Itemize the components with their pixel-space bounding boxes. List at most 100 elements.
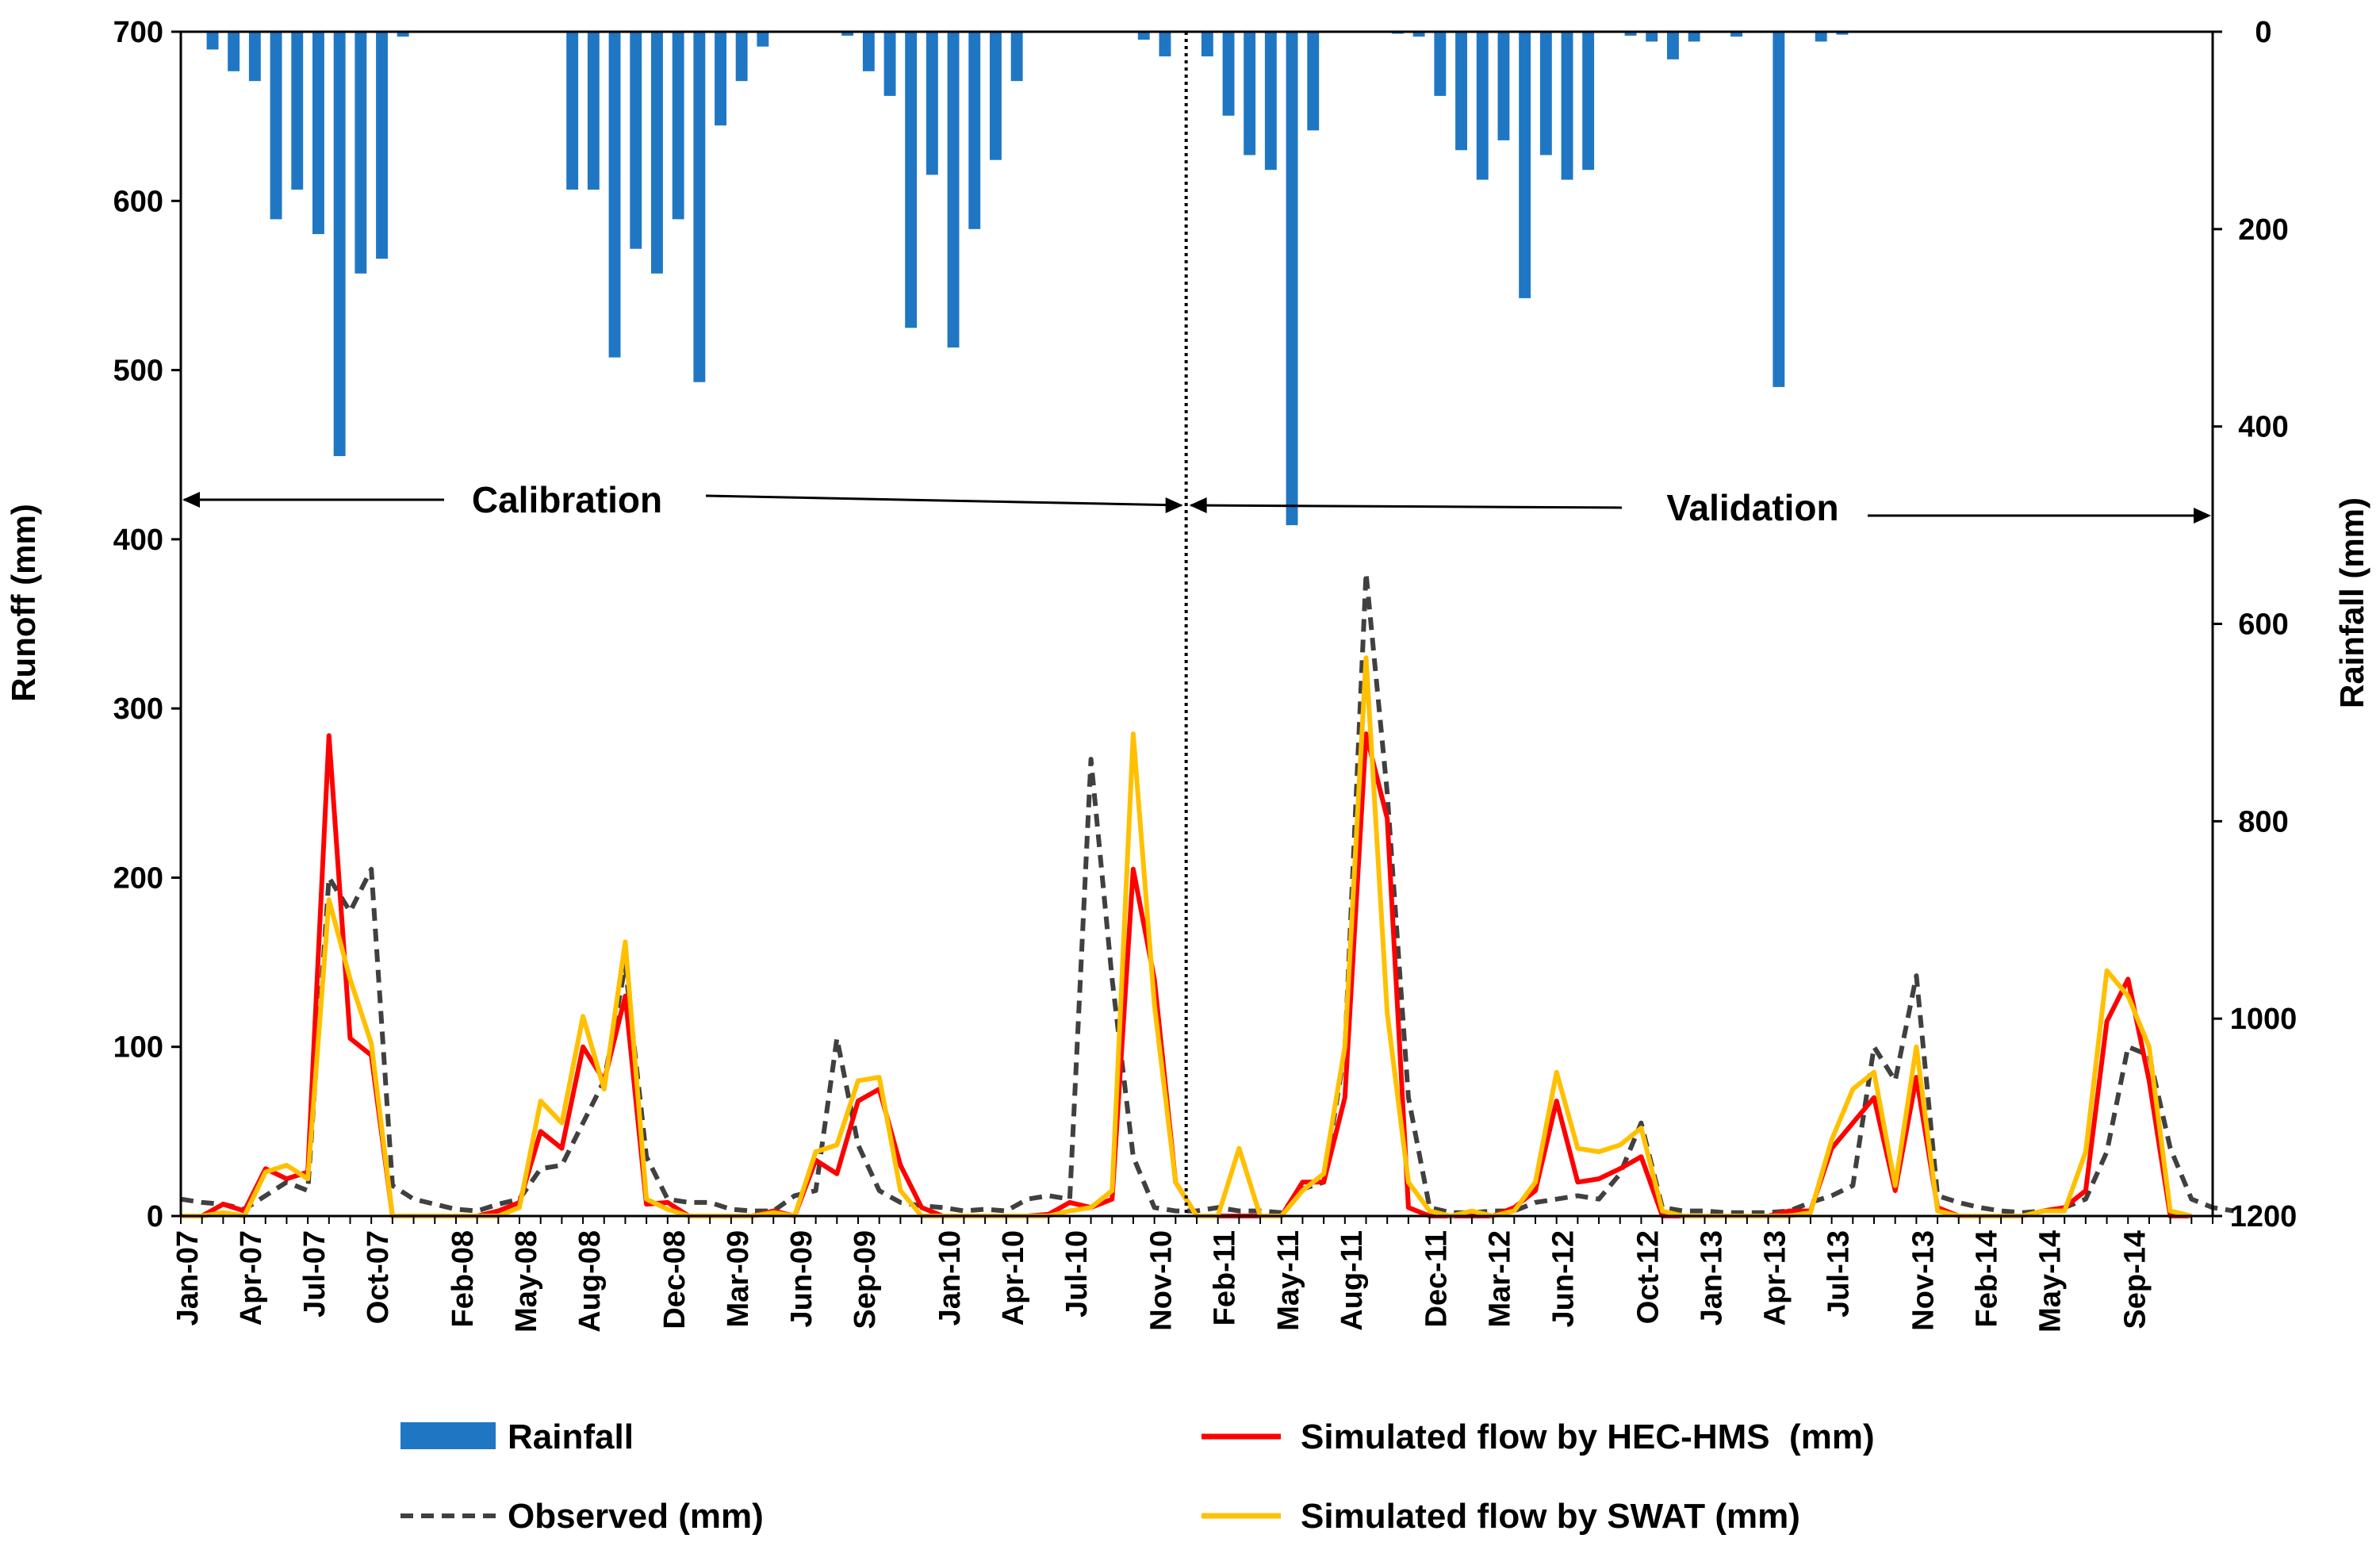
rainfall-bar (1667, 32, 1679, 59)
left-tick-label: 0 (147, 1200, 163, 1233)
rainfall-bar (1137, 32, 1150, 40)
calibration-label: Calibration (472, 479, 662, 520)
calibration-arrowhead-left (182, 492, 200, 508)
x-tick-label: Feb-14 (1970, 1230, 2003, 1327)
swat-line (181, 655, 2192, 1218)
x-tick-label: Jul-10 (1060, 1230, 1094, 1318)
left-tick-label: 100 (113, 1031, 163, 1065)
x-tick-label: Aug-11 (1336, 1230, 1369, 1331)
rainfall-bar (608, 32, 621, 358)
rainfall-bar (693, 32, 706, 382)
axes (171, 30, 2222, 1224)
rainfall-bar (1497, 32, 1510, 140)
left-tick-label: 600 (113, 185, 163, 218)
rainfall-bar (1519, 32, 1531, 298)
x-tick-label: Sep-14 (2118, 1230, 2152, 1329)
axis-labels: 0 100 200 300 400 500 600 700 0 200 400 600 800 1000 1… (113, 16, 2298, 1333)
rainfall-bar (1561, 32, 1573, 180)
right-tick-label: 0 (2255, 16, 2271, 49)
rainfall-bar (735, 32, 748, 82)
rainfall-bar (651, 32, 663, 274)
x-tick-label: Jan-10 (933, 1230, 967, 1325)
legend: Rainfall Simulated flow by HEC-HMS (mm) … (400, 1417, 1875, 1536)
x-tick-label: Dec-08 (658, 1230, 692, 1329)
x-tick-label: Jun-12 (1547, 1230, 1581, 1327)
rainfall-bar (1434, 32, 1447, 96)
rainfall-bar (1244, 32, 1256, 155)
rainfall-bar (312, 32, 324, 235)
x-tick-label: Jul-13 (1822, 1230, 1856, 1318)
legend-observed-label: Observed (mm) (508, 1497, 764, 1536)
rainfall-bar (1582, 32, 1595, 171)
legend-rainfall-label: Rainfall (508, 1417, 634, 1456)
rainfall-bar (1730, 32, 1742, 37)
x-tick-label: May-14 (2034, 1230, 2068, 1333)
rainfall-bar (968, 32, 981, 229)
x-tick-label: Jan-13 (1696, 1230, 1729, 1325)
rainfall-bar (291, 32, 304, 190)
x-tick-label: Aug-08 (573, 1230, 607, 1333)
x-tick-label: Jul-07 (298, 1230, 332, 1318)
rainfall-bar (1307, 32, 1320, 131)
rainfall-bar (1773, 32, 1785, 387)
rainfall-bar (1455, 32, 1467, 151)
x-tick-label: Jun-09 (785, 1230, 818, 1327)
rainfall-bar (862, 32, 875, 71)
right-tick-label: 800 (2238, 805, 2288, 838)
validation-arrowhead-left (1189, 497, 1207, 513)
x-tick-label: Dec-11 (1420, 1230, 1454, 1328)
left-tick-label: 300 (113, 692, 163, 726)
rainfall-bar (355, 32, 367, 274)
x-tick-label: Oct-07 (362, 1230, 395, 1324)
x-tick-label: Mar-09 (722, 1230, 755, 1328)
x-tick-label: Oct-12 (1631, 1230, 1665, 1324)
rainfall-bar (715, 32, 726, 126)
x-tick-label: Sep-09 (849, 1230, 882, 1329)
calibration-arrowhead-right (1165, 497, 1183, 513)
left-tick-label: 200 (113, 861, 163, 895)
runoff-lines (180, 570, 2235, 1218)
legend-rainfall-swatch (400, 1422, 496, 1449)
rainfall-bar (630, 32, 642, 249)
rainfall-bar (990, 32, 1002, 160)
rainfall-bar (1286, 32, 1298, 526)
right-tick-label: 200 (2238, 213, 2288, 247)
right-axis-title: Rainfall (mm) (2333, 497, 2370, 708)
rainfall-bar (1815, 32, 1827, 42)
rainfall-bar (206, 32, 219, 50)
rainfall-bar (905, 32, 918, 328)
legend-swat-label: Simulated flow by SWAT (mm) (1301, 1497, 1800, 1536)
rainfall-bar (1646, 32, 1658, 42)
right-tick-label: 1200 (2230, 1200, 2298, 1233)
rainfall-bar (947, 32, 960, 348)
rainfall-bar (1159, 32, 1171, 57)
rainfall-bar (333, 32, 346, 456)
rainfall-bar (248, 32, 261, 82)
x-tick-label: Nov-13 (1907, 1230, 1940, 1331)
rainfall-bar (1624, 32, 1637, 36)
rainfall-bar (587, 32, 600, 190)
left-axis-title: Runoff (mm) (5, 504, 42, 702)
rainfall-bar (1539, 32, 1552, 155)
right-tick-label: 1000 (2230, 1003, 2298, 1036)
period-annotations: Calibration Validation (182, 32, 2211, 1216)
x-tick-label: May-08 (510, 1230, 543, 1333)
rainfall-bar (270, 32, 282, 220)
right-tick-label: 600 (2238, 608, 2288, 642)
rainfall-bar (376, 32, 388, 259)
x-tick-label: Apr-13 (1759, 1230, 1792, 1325)
left-tick-label: 700 (113, 16, 163, 49)
rainfall-bar (841, 32, 854, 36)
x-tick-label: May-11 (1272, 1230, 1305, 1331)
rainfall-bar (566, 32, 579, 190)
rainfall-bar (1222, 32, 1235, 116)
rainfall-bar (397, 32, 409, 37)
validation-label: Validation (1666, 487, 1838, 528)
x-tick-label: Feb-11 (1209, 1230, 1242, 1325)
validation-arrowhead-right (2194, 508, 2211, 524)
rainfall-bar (757, 32, 769, 47)
rainfall-bar (1201, 32, 1213, 57)
right-tick-label: 400 (2238, 411, 2288, 444)
left-tick-label: 400 (113, 524, 163, 557)
